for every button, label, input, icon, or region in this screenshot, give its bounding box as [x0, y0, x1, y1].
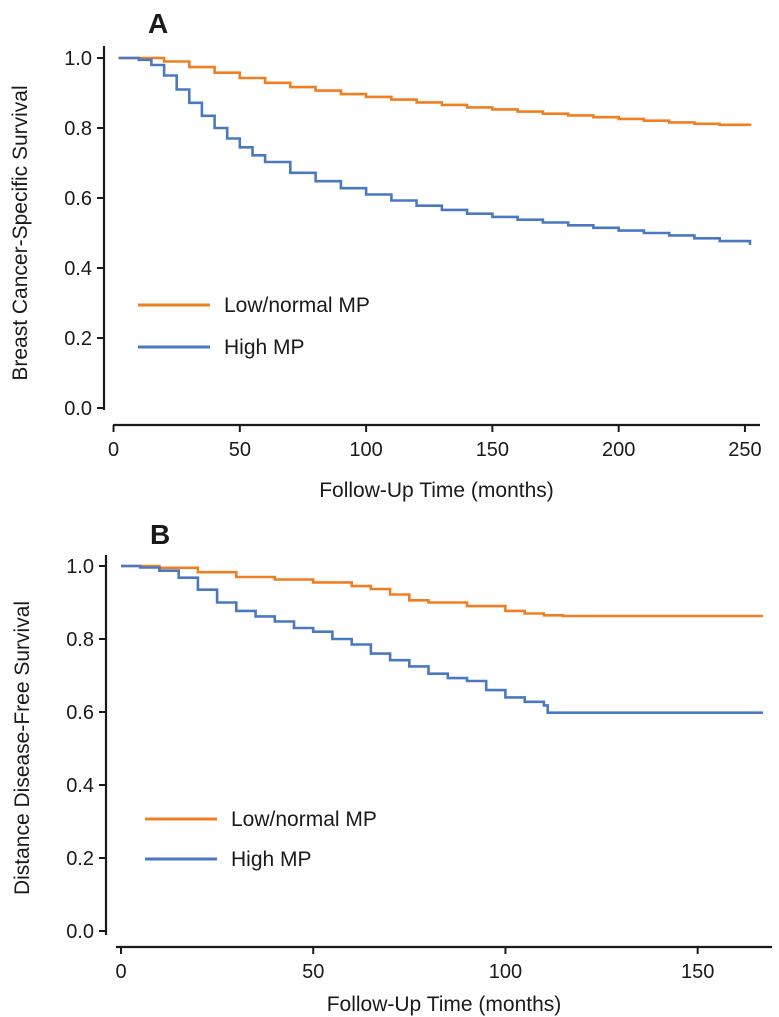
x-tick-label: 0 — [115, 961, 126, 983]
x-tick-label: 100 — [489, 961, 522, 983]
y-tick-label: 0.2 — [66, 848, 94, 870]
x-tick-label: 50 — [229, 439, 251, 461]
x-tick-label: 150 — [476, 439, 509, 461]
y-tick-label: 0.2 — [64, 328, 92, 350]
x-tick-label: 100 — [349, 439, 382, 461]
y-tick-label: 1.0 — [66, 556, 94, 578]
y-tick-label: 0.0 — [66, 921, 94, 943]
panel-a: A 0.0 0.2 0.4 0.6 0.8 1.0 0 50 100 150 200 250 Follow… — [9, 8, 762, 502]
series-line-low-normal-mp — [121, 564, 763, 618]
x-tick-label: 200 — [602, 439, 635, 461]
legend-label: Low/normal MP — [224, 294, 370, 317]
x-tick-label: 150 — [681, 961, 714, 983]
x-tick-label: 0 — [108, 439, 119, 461]
y-tick-label: 0.4 — [66, 775, 94, 797]
y-tick-label: 0.6 — [64, 188, 92, 210]
legend-label: Low/normal MP — [231, 808, 377, 831]
legend-label: High MP — [231, 848, 312, 871]
x-tick-label: 250 — [728, 439, 761, 461]
panel-label: B — [150, 519, 170, 550]
y-tick-label: 0.6 — [66, 702, 94, 724]
x-tick-label: 50 — [302, 961, 324, 983]
x-axis-label: Follow-Up Time (months) — [327, 993, 562, 1016]
series-line-low-normal-mp — [118, 56, 752, 127]
legend-label: High MP — [224, 336, 305, 359]
panel-b: B 0.0 0.2 0.4 0.6 0.8 1.0 0 50 100 150 Follow-Up Ti… — [11, 519, 772, 1016]
x-axis-label: Follow-Up Time (months) — [319, 479, 554, 502]
y-tick-label: 0.0 — [64, 398, 92, 420]
y-tick-label: 0.4 — [64, 258, 92, 280]
series-line-high-mp — [118, 56, 752, 245]
panel-label: A — [148, 8, 168, 39]
y-axis-label: Breast Cancer-Specific Survival — [9, 85, 32, 380]
series-line-high-mp — [121, 564, 763, 714]
y-axis-label: Distance Disease-Free Survival — [11, 601, 34, 895]
y-tick-label: 0.8 — [66, 629, 94, 651]
y-tick-label: 0.8 — [64, 118, 92, 140]
y-tick-label: 1.0 — [64, 48, 92, 70]
